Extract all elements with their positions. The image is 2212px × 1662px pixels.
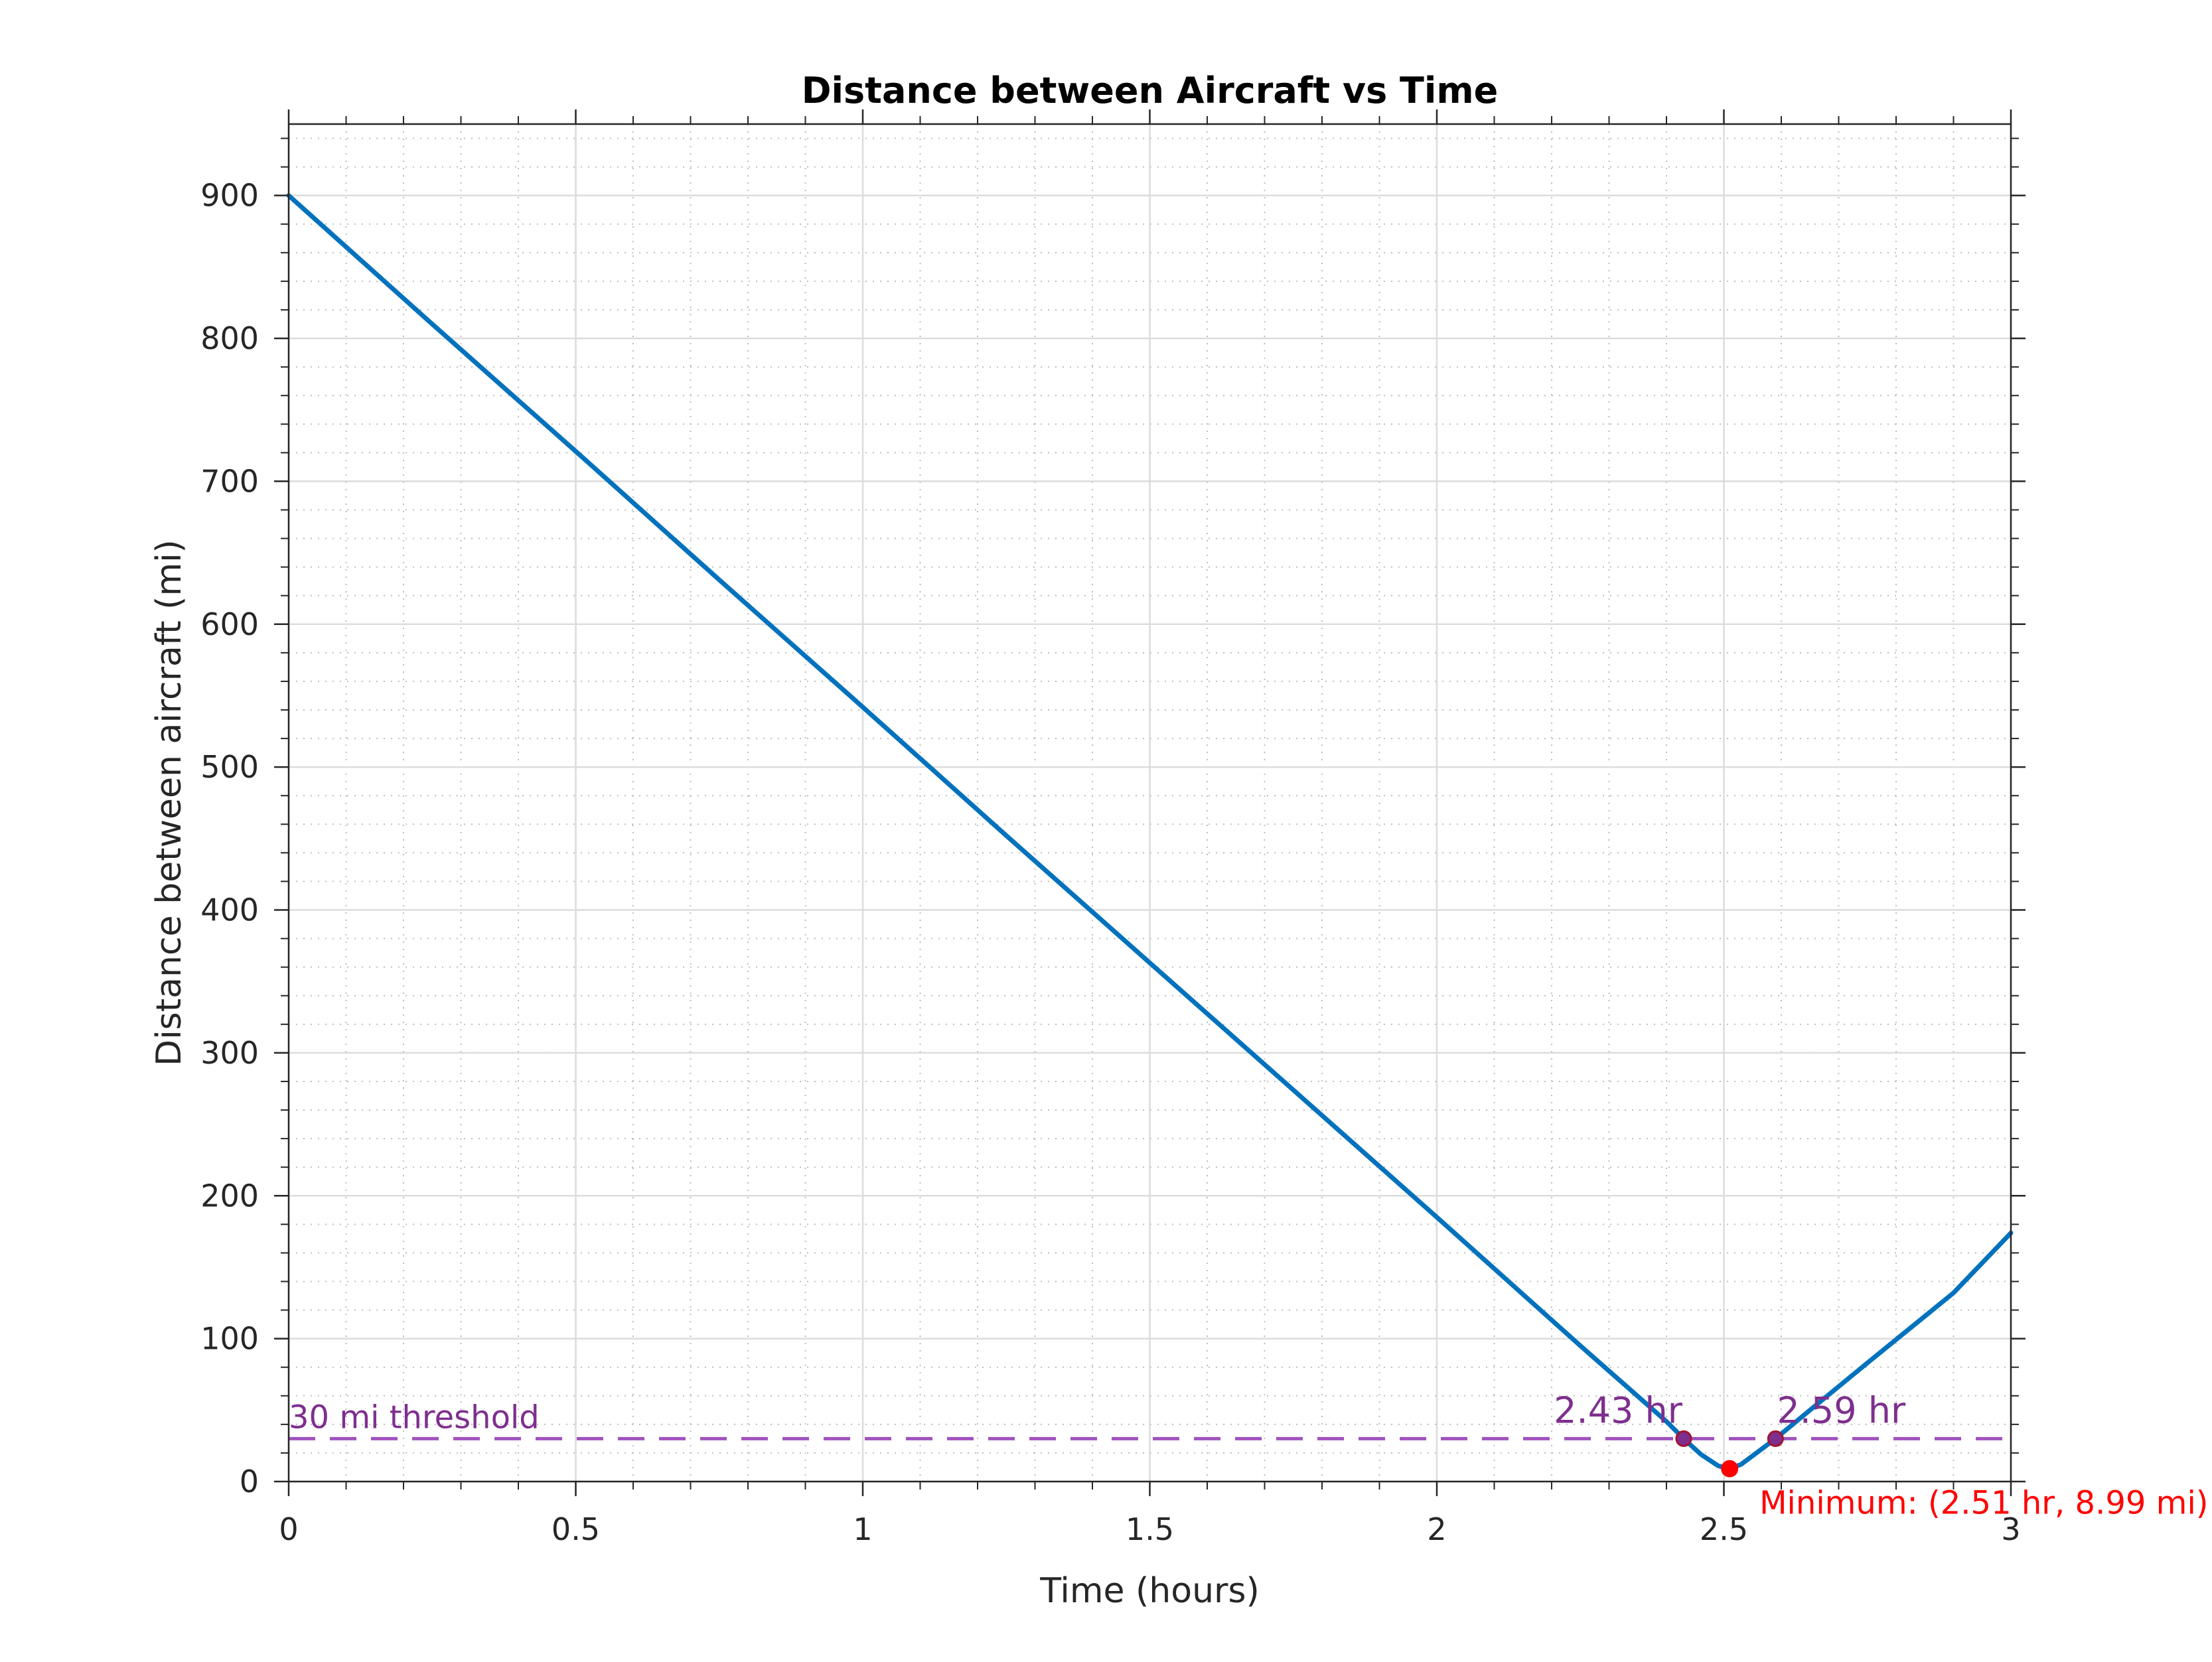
x-tick-label: 3 (2001, 1511, 2020, 1547)
y-axis-title: Distance between aircraft (mi) (149, 539, 189, 1066)
y-tick-label: 300 (200, 1035, 259, 1071)
chart-title: Distance between Aircraft vs Time (802, 70, 1499, 111)
x-tick-label: 0.5 (552, 1511, 600, 1547)
y-tick-label: 0 (240, 1464, 259, 1499)
threshold-label: 30 mi threshold (289, 1399, 540, 1436)
x-tick-label: 2 (1427, 1511, 1446, 1547)
y-tick-label: 500 (200, 749, 259, 785)
x-axis-title: Time (hours) (1039, 1571, 1260, 1611)
minimum-marker (1721, 1460, 1739, 1478)
x-tick-label: 1 (853, 1511, 872, 1547)
y-tick-label: 100 (200, 1321, 259, 1357)
y-tick-label: 900 (200, 178, 259, 214)
y-tick-label: 400 (200, 892, 259, 928)
crossing-label: 2.43 hr (1554, 1389, 1683, 1431)
crossing-marker (1767, 1430, 1784, 1447)
distance-series-line (286, 193, 2014, 1472)
x-tick-label: 0 (279, 1511, 298, 1547)
x-tick-label: 1.5 (1126, 1511, 1174, 1547)
y-tick-label: 800 (200, 320, 259, 356)
y-tick-label: 600 (200, 606, 259, 642)
minimum-label: Minimum: (2.51 hr, 8.99 mi) (1759, 1485, 2208, 1522)
crossing-marker (1675, 1430, 1692, 1447)
y-tick-label: 700 (200, 463, 259, 499)
x-tick-label: 2.5 (1700, 1511, 1748, 1547)
crossing-label: 2.59 hr (1777, 1389, 1906, 1431)
y-tick-label: 200 (200, 1178, 259, 1213)
